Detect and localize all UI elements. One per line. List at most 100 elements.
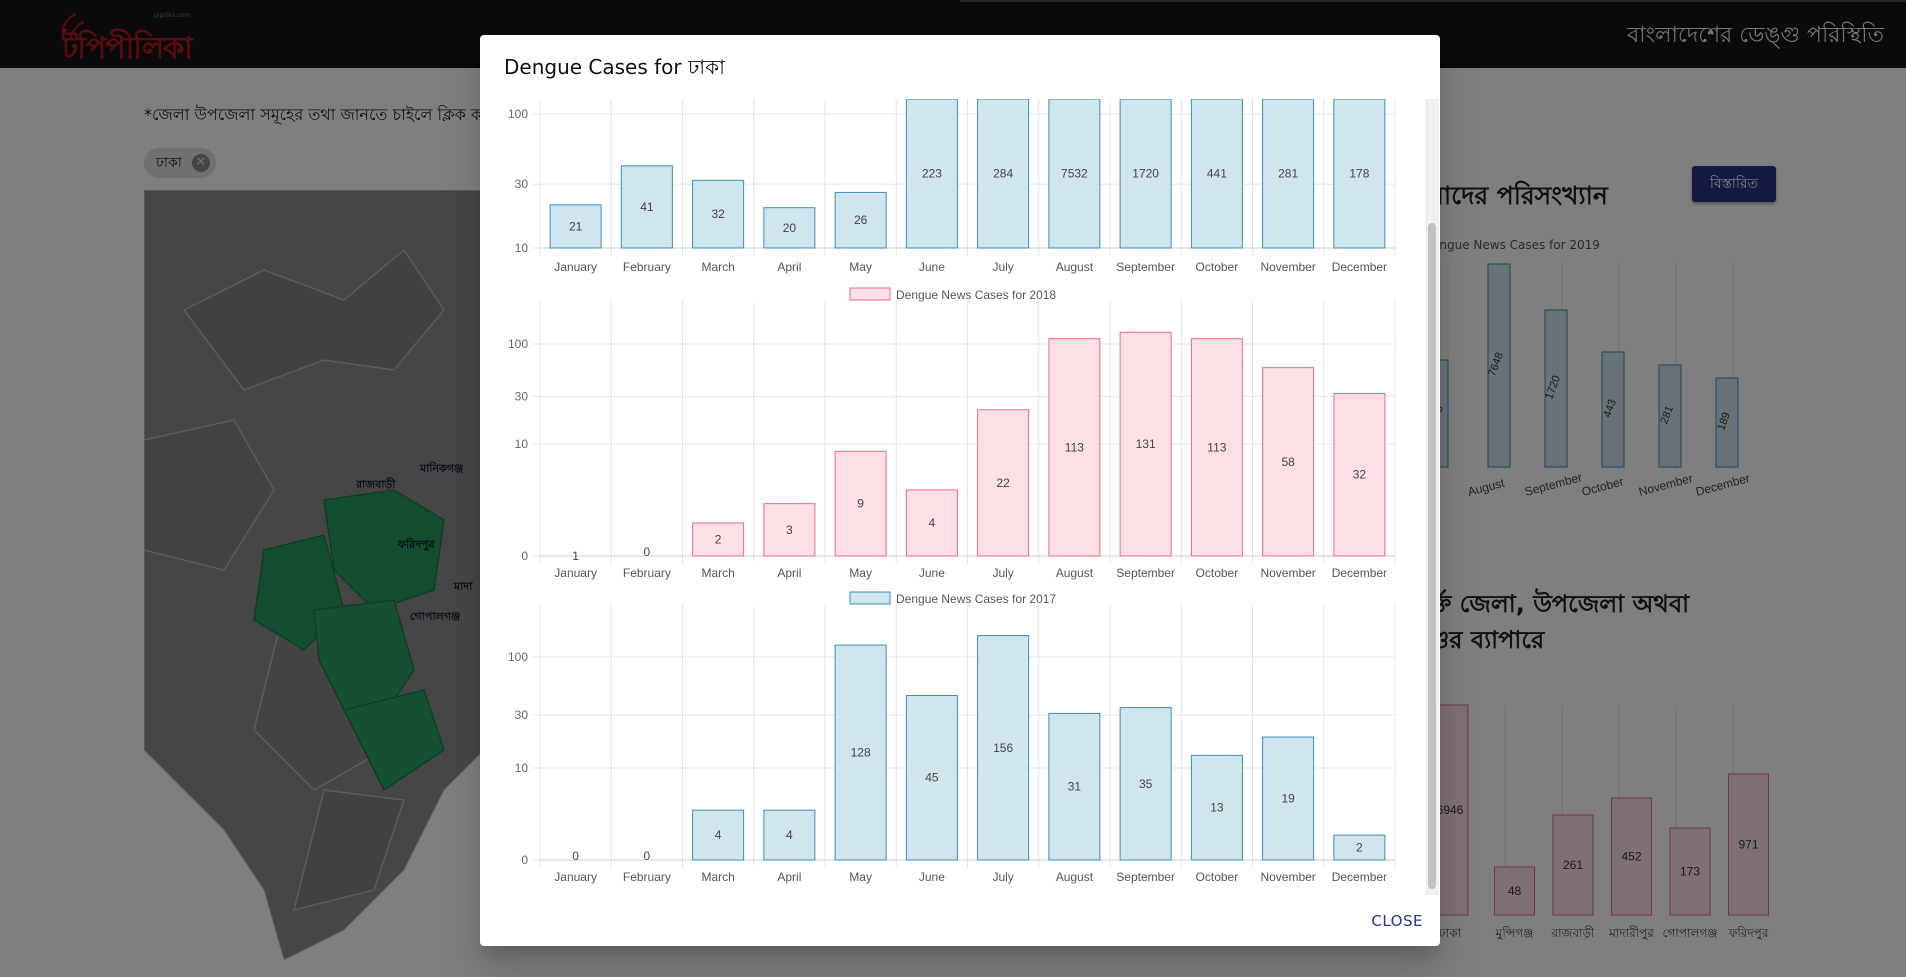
legend-swatch — [849, 287, 891, 301]
x-tick-label: October — [1196, 566, 1239, 580]
bar-value-label: 41 — [640, 200, 654, 214]
x-tick-label: February — [623, 566, 671, 580]
bar-june — [905, 694, 958, 861]
bar-value-label: 22 — [996, 476, 1010, 490]
bar-october — [1190, 99, 1243, 249]
bar-value-label: 2 — [715, 532, 722, 546]
bar-value-label: 20 — [783, 221, 797, 235]
bar-value-label: 9 — [857, 497, 864, 511]
y-tick-label: 30 — [515, 177, 529, 191]
bar-july — [977, 635, 1030, 861]
bar-september — [1119, 99, 1172, 249]
bar-june — [905, 99, 958, 249]
bar-value-label: 13 — [1210, 801, 1224, 815]
x-tick-label: July — [992, 566, 1013, 580]
y-tick-label: 30 — [515, 708, 529, 722]
x-tick-label: May — [849, 260, 872, 274]
y-tick-label: 30 — [515, 389, 529, 403]
bar-value-label: 113 — [1207, 440, 1226, 454]
bar-april — [763, 503, 816, 557]
bar-value-label: 441 — [1207, 167, 1227, 181]
bar-value-label: 45 — [925, 771, 939, 785]
x-tick-label: October — [1196, 870, 1239, 884]
bar-value-label: 156 — [993, 741, 1013, 755]
bar-august — [1048, 338, 1101, 557]
bar-value-label: 1 — [572, 549, 579, 563]
bar-march — [692, 809, 745, 861]
y-tick-label: 0 — [521, 853, 528, 867]
x-tick-label: April — [777, 566, 801, 580]
bar-value-label: 7532 — [1061, 167, 1088, 181]
x-tick-label: September — [1116, 870, 1175, 884]
x-tick-label: September — [1116, 566, 1175, 580]
bar-july — [977, 409, 1030, 557]
close-button[interactable]: CLOSE — [1371, 912, 1423, 930]
x-tick-label: February — [623, 870, 671, 884]
x-tick-label: April — [777, 260, 801, 274]
bar-december — [1333, 99, 1386, 249]
y-tick-label: 0 — [521, 549, 528, 563]
x-tick-label: November — [1260, 260, 1315, 274]
bar-value-label: 2 — [1356, 841, 1363, 855]
dialog-content[interactable]: 300100301021January41February32March20Ap… — [480, 99, 1440, 895]
y-tick-label: 10 — [515, 437, 529, 451]
bar-may — [834, 191, 887, 249]
bar-september — [1119, 707, 1172, 861]
bar-june — [905, 489, 958, 557]
x-tick-label: July — [992, 870, 1013, 884]
x-tick-label: November — [1260, 566, 1315, 580]
x-tick-label: November — [1260, 870, 1315, 884]
x-tick-label: October — [1196, 260, 1239, 274]
bar-value-label: 178 — [1349, 167, 1369, 181]
bar-value-label: 3 — [786, 523, 793, 537]
bar-august — [1048, 99, 1101, 249]
x-tick-label: August — [1056, 260, 1094, 274]
bar-december — [1333, 392, 1386, 557]
bar-value-label: 0 — [572, 849, 579, 863]
bar-march — [692, 179, 745, 249]
bar-september — [1119, 331, 1172, 557]
dialog-title: Dengue Cases for ঢাকা — [504, 55, 725, 79]
bar-value-label: 113 — [1065, 440, 1084, 454]
x-tick-label: June — [919, 260, 945, 274]
bar-value-label: 0 — [644, 545, 651, 559]
x-tick-label: January — [554, 870, 597, 884]
x-tick-label: July — [992, 260, 1013, 274]
bar-april — [763, 207, 816, 249]
legend-label: Dengue News Cases for 2018 — [896, 288, 1056, 302]
dialog-charts: 300100301021January41February32March20Ap… — [508, 99, 1396, 884]
x-tick-label: June — [919, 566, 945, 580]
x-tick-label: August — [1056, 870, 1094, 884]
bar-may — [834, 644, 887, 861]
bar-october — [1190, 338, 1243, 557]
bar-value-label: 32 — [711, 207, 725, 221]
legend-swatch — [849, 591, 891, 605]
bar-value-label: 1720 — [1132, 167, 1159, 181]
bar-value-label: 223 — [922, 167, 942, 181]
bar-value-label: 4 — [929, 516, 936, 530]
x-tick-label: September — [1116, 260, 1175, 274]
y-tick-label: 10 — [515, 241, 529, 255]
bar-value-label: 19 — [1281, 792, 1295, 806]
bar-value-label: 128 — [851, 746, 871, 760]
bar-value-label: 35 — [1139, 777, 1153, 791]
x-tick-label: January — [554, 260, 597, 274]
scrollbar-thumb[interactable] — [1428, 223, 1436, 889]
x-tick-label: June — [919, 870, 945, 884]
bar-value-label: 21 — [569, 219, 583, 233]
x-tick-label: March — [701, 870, 734, 884]
x-tick-label: August — [1056, 566, 1094, 580]
x-tick-label: March — [701, 260, 734, 274]
x-tick-label: December — [1332, 566, 1387, 580]
bar-november — [1262, 99, 1315, 249]
bar-value-label: 31 — [1068, 780, 1082, 794]
bar-july — [977, 99, 1030, 249]
y-tick-label: 10 — [515, 761, 529, 775]
bar-value-label: 281 — [1278, 167, 1298, 181]
x-tick-label: December — [1332, 870, 1387, 884]
bar-value-label: 58 — [1281, 455, 1295, 469]
bar-december — [1333, 834, 1386, 861]
bar-august — [1048, 712, 1101, 861]
